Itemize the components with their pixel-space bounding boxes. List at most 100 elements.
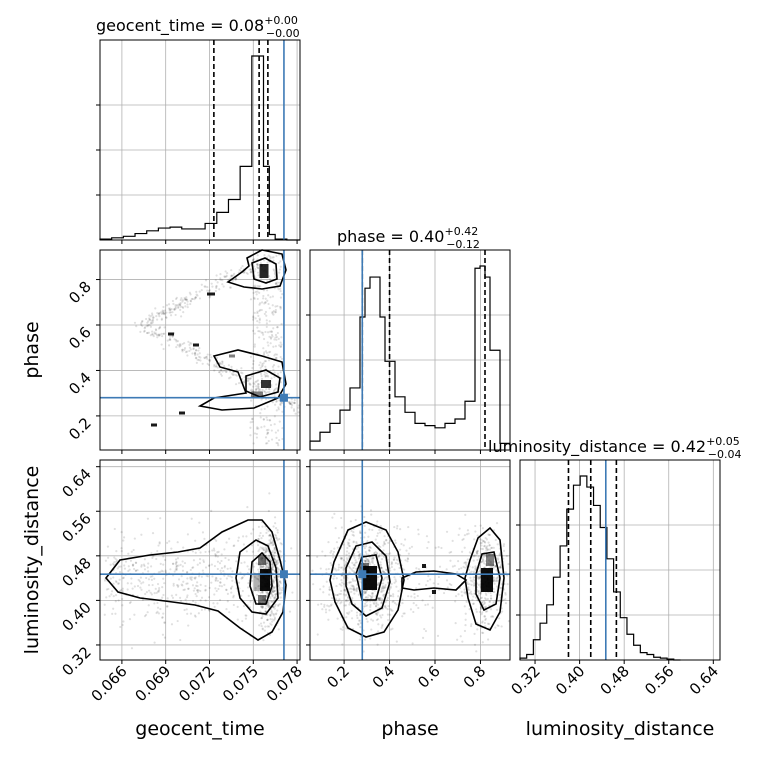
- luminosity-distance-vs-geocent-time-sample-point: [189, 612, 193, 615]
- luminosity-distance-vs-phase-sample-point: [351, 533, 354, 536]
- phase-vs-geocent-time-sample-point: [253, 311, 256, 314]
- phase-vs-geocent-time-sample-point: [270, 330, 273, 333]
- phase-vs-geocent-time-sample-point: [151, 332, 154, 336]
- phase-vs-geocent-time-sample-point: [267, 294, 270, 297]
- luminosity-distance-vs-phase-sample-point: [410, 595, 413, 598]
- luminosity-distance-vs-phase-contour: [329, 521, 405, 638]
- luminosity-distance-vs-phase-sample-point: [478, 570, 482, 573]
- phase-vs-geocent-time-sample-point: [250, 388, 253, 391]
- luminosity-distance-vs-phase-sample-point: [472, 576, 475, 579]
- luminosity-distance-vs-geocent-time-sample-point: [150, 552, 153, 555]
- phase-vs-geocent-time-sample-point: [201, 362, 204, 365]
- phase-vs-geocent-time-sample-point: [253, 270, 256, 273]
- luminosity-distance-vs-phase-sample-point: [471, 580, 474, 583]
- luminosity-distance-vs-phase-sample-point: [380, 599, 383, 602]
- phase-vs-geocent-time-sample-point: [287, 401, 290, 404]
- luminosity-distance-vs-geocent-time-sample-point: [121, 590, 124, 593]
- luminosity-distance-vs-geocent-time-sample-point: [274, 522, 277, 525]
- luminosity-distance-vs-geocent-time-sample-point: [270, 562, 273, 566]
- phase-vs-geocent-time-sample-point: [272, 256, 275, 259]
- phase-vs-geocent-time-sample-point: [271, 256, 274, 259]
- luminosity-distance-vs-phase-sample-point: [416, 594, 419, 598]
- luminosity-distance-vs-phase-sample-point: [490, 615, 493, 618]
- phase-vs-geocent-time-sample-point: [208, 290, 211, 293]
- luminosity-distance-vs-phase-sample-point: [323, 605, 326, 608]
- luminosity-distance-vs-phase-sample-point: [326, 604, 329, 607]
- y-axis-label-phase: phase: [21, 321, 43, 378]
- phase-vs-geocent-time-sample-point: [196, 358, 199, 361]
- luminosity-distance-vs-geocent-time-sample-point: [267, 566, 270, 570]
- luminosity-distance-vs-phase-sample-point: [477, 555, 480, 558]
- phase-vs-geocent-time-sample-point: [267, 344, 270, 347]
- phase-vs-geocent-time-sample-point: [230, 274, 234, 277]
- luminosity-distance-vs-phase-sample-point: [345, 593, 348, 596]
- luminosity-distance-vs-geocent-time-sample-point: [270, 537, 273, 541]
- luminosity-distance-vs-phase-sample-point: [387, 558, 390, 561]
- luminosity-distance-vs-geocent-time-sample-point: [220, 585, 223, 588]
- phase-vs-geocent-time-sample-point: [185, 296, 188, 299]
- phase-vs-geocent-time-sample-point: [258, 317, 261, 320]
- luminosity-distance-vs-phase-sample-point: [351, 578, 354, 581]
- phase-vs-geocent-time-sample-point: [280, 322, 283, 326]
- luminosity-distance-vs-geocent-time-sample-point: [264, 546, 267, 549]
- luminosity-distance-vs-phase-sample-point: [369, 600, 372, 603]
- luminosity-distance-vs-phase-contour: [475, 551, 501, 612]
- luminosity-distance-vs-geocent-time-sample-point: [264, 551, 267, 554]
- luminosity-distance-vs-phase-contour: [401, 570, 468, 591]
- luminosity-distance-vs-geocent-time-sample-point: [172, 562, 175, 565]
- luminosity-distance-vs-phase-sample-point: [383, 585, 386, 588]
- phase-vs-geocent-time-sample-point: [230, 275, 233, 278]
- luminosity-distance-vs-geocent-time-sample-point: [129, 559, 133, 562]
- title-luminosity-distance: luminosity_distance = 0.42+0.05 −0.04: [488, 435, 742, 461]
- luminosity-distance-vs-phase-sample-point: [495, 577, 498, 580]
- phase-vs-geocent-time-sample-point: [272, 313, 275, 316]
- luminosity-distance-vs-geocent-time-sample-point: [149, 591, 152, 594]
- phase-vs-geocent-time-sample-point: [189, 299, 192, 302]
- luminosity-distance-vs-phase-sample-point: [382, 587, 385, 590]
- luminosity-distance-vs-geocent-time-sample-point: [103, 579, 107, 582]
- phase-vs-geocent-time-sample-point: [181, 348, 184, 352]
- phase-vs-geocent-time-ytick-label: 0.4: [65, 369, 95, 399]
- phase-vs-geocent-time-sample-point: [279, 403, 282, 407]
- phase-vs-geocent-time-sample-point: [174, 304, 177, 307]
- phase-vs-geocent-time-sample-point: [158, 326, 161, 330]
- luminosity-distance-vs-geocent-time-sample-point: [271, 579, 275, 583]
- phase-vs-geocent-time-sample-point: [268, 388, 271, 391]
- luminosity-distance-vs-geocent-time-sample-point: [271, 568, 274, 571]
- luminosity-distance-vs-geocent-time-sample-point: [194, 592, 197, 596]
- luminosity-distance-vs-phase-sample-point: [488, 622, 491, 626]
- phase-vs-geocent-time-sample-point: [158, 333, 161, 336]
- phase-vs-geocent-time-sample-point: [273, 395, 276, 398]
- phase-vs-geocent-time-sample-point: [160, 332, 163, 335]
- luminosity-distance-vs-phase-sample-point: [364, 602, 367, 605]
- phase-vs-geocent-time-sample-point: [168, 309, 171, 312]
- luminosity-distance-vs-phase-sample-point: [367, 558, 370, 561]
- phase-vs-geocent-time-sample-point: [267, 351, 271, 354]
- luminosity-distance-vs-phase-sample-point: [431, 606, 434, 609]
- phase-vs-geocent-time-sample-point: [257, 266, 260, 270]
- phase-vs-geocent-time-sample-point: [223, 365, 226, 368]
- luminosity-distance-vs-geocent-time-sample-point: [273, 596, 276, 599]
- phase-vs-geocent-time-sample-point: [242, 380, 246, 383]
- luminosity-distance-vs-geocent-time-sample-point: [266, 561, 270, 565]
- luminosity-distance-vs-geocent-time-sample-point: [114, 557, 117, 561]
- phase-vs-geocent-time-sample-point: [255, 436, 259, 439]
- luminosity-distance-vs-phase-sample-point: [380, 566, 383, 569]
- phase-vs-geocent-time-sample-point: [275, 383, 278, 386]
- luminosity-distance-vs-geocent-time-sample-point: [147, 562, 150, 565]
- luminosity-distance-vs-geocent-time-sample-point: [162, 563, 165, 566]
- luminosity-distance-vs-phase-sample-point: [374, 612, 378, 616]
- phase-vs-geocent-time-sample-point: [271, 312, 274, 315]
- luminosity-distance-vs-phase-sample-point: [384, 600, 387, 603]
- luminosity-distance-vs-phase-sample-point: [390, 563, 393, 566]
- luminosity-distance-vs-phase-sample-point: [348, 555, 351, 558]
- luminosity-distance-vs-phase-sample-point: [473, 554, 476, 557]
- luminosity-distance-vs-phase-sample-point: [352, 566, 355, 570]
- luminosity-distance-vs-phase-sample-point: [427, 575, 430, 578]
- luminosity-distance-vs-geocent-time-sample-point: [244, 614, 247, 617]
- luminosity-distance-vs-phase-sample-point: [377, 581, 380, 585]
- phase-vs-geocent-time-sample-point: [206, 362, 209, 365]
- luminosity-distance-vs-geocent-time-xtick-label: 0.066: [88, 662, 131, 705]
- luminosity-distance-vs-geocent-time-sample-point: [115, 560, 118, 563]
- luminosity-distance-vs-phase-sample-point: [376, 643, 379, 646]
